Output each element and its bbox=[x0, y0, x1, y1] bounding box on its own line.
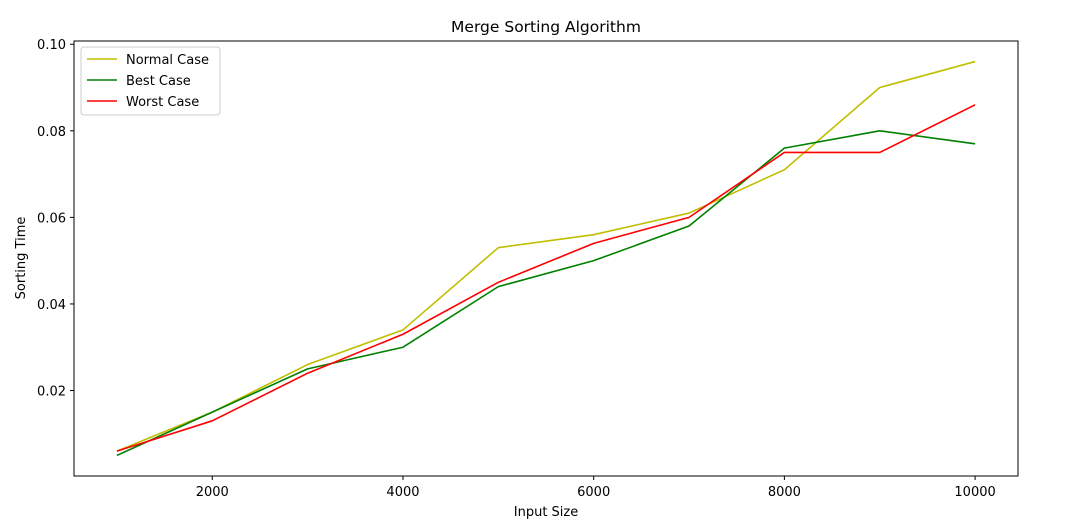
legend: Normal Case Best Case Worst Case bbox=[80, 46, 221, 116]
y-tick-label: 0.10 bbox=[37, 38, 66, 53]
series-line-2 bbox=[116, 130, 976, 457]
y-axis: 0.02 0.04 0.06 0.08 0.10 bbox=[37, 38, 74, 400]
plot-frame bbox=[73, 40, 1019, 477]
series-layer bbox=[116, 60, 976, 457]
x-tick-label: 10000 bbox=[954, 485, 995, 500]
x-tick-label: 8000 bbox=[768, 485, 801, 500]
y-tick-label: 0.04 bbox=[37, 298, 66, 313]
y-tick-label: 0.02 bbox=[37, 385, 66, 400]
series-line-1 bbox=[116, 60, 976, 452]
x-tick-label: 4000 bbox=[386, 485, 419, 500]
x-tick-label: 2000 bbox=[196, 485, 229, 500]
legend-box bbox=[80, 46, 221, 116]
legend-label: Normal Case bbox=[126, 53, 209, 68]
chart-title: Merge Sorting Algorithm bbox=[451, 18, 641, 36]
y-axis-title: Sorting Time bbox=[14, 217, 29, 300]
legend-label: Best Case bbox=[126, 74, 191, 89]
y-tick-label: 0.08 bbox=[37, 125, 66, 140]
x-axis: 2000 4000 6000 8000 10000 bbox=[196, 476, 996, 500]
legend-label: Worst Case bbox=[126, 95, 199, 110]
x-tick-label: 6000 bbox=[577, 485, 610, 500]
series-line-3 bbox=[116, 104, 976, 452]
y-tick-label: 0.06 bbox=[37, 211, 66, 226]
x-axis-title: Input Size bbox=[514, 505, 578, 520]
